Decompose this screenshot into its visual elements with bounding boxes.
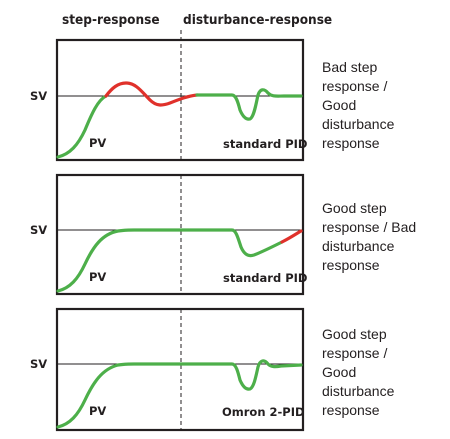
description-line: disturbance xyxy=(322,383,395,399)
description-line: response / xyxy=(322,345,387,361)
panel-description: Bad step response / Good disturbance res… xyxy=(322,59,398,151)
pv-curve-disturbance-recovery xyxy=(280,229,303,244)
pv-curve xyxy=(56,359,303,429)
panel-1: SV PV standard PID Bad step response / G… xyxy=(30,30,398,162)
header-disturbance-response: disturbance-response xyxy=(183,12,332,28)
pv-curve-overshoot xyxy=(104,81,199,107)
description-line: Bad step xyxy=(322,59,377,75)
sv-label: SV xyxy=(30,89,47,103)
pv-label: PV xyxy=(89,136,106,150)
panel-frame xyxy=(55,173,305,296)
description-line: response xyxy=(322,257,380,273)
pv-curve-disturbance xyxy=(195,88,303,121)
description-line: response / Bad xyxy=(322,219,416,235)
pv-label: PV xyxy=(89,270,106,284)
sv-label: SV xyxy=(30,223,47,237)
pv-curve-rise xyxy=(56,228,284,293)
pv-label: PV xyxy=(89,404,106,418)
header-step-response: step-response xyxy=(62,12,160,28)
panel-3: SV PV Omron 2-PID Good step response / G… xyxy=(30,307,398,432)
description-line: response xyxy=(322,135,380,151)
sv-label: SV xyxy=(30,357,47,371)
description-line: response xyxy=(322,402,380,418)
panel-description: Good step response / Good disturbance re… xyxy=(322,326,398,418)
description-line: Good step xyxy=(322,326,387,342)
pv-curve-rise xyxy=(56,94,108,159)
description-line: disturbance xyxy=(322,238,395,254)
description-line: Good xyxy=(322,97,356,113)
panel-frame xyxy=(55,307,305,432)
controller-label: standard PID xyxy=(223,271,307,285)
controller-label: standard PID xyxy=(223,137,307,151)
description-line: Good xyxy=(322,364,356,380)
panel-description: Good step response / Bad disturbance res… xyxy=(322,200,420,273)
description-line: response / xyxy=(322,78,387,94)
description-line: Good step xyxy=(322,200,387,216)
panel-2: SV PV standard PID Good step response / … xyxy=(30,173,420,296)
description-line: disturbance xyxy=(322,116,395,132)
controller-label: Omron 2-PID xyxy=(222,405,305,419)
